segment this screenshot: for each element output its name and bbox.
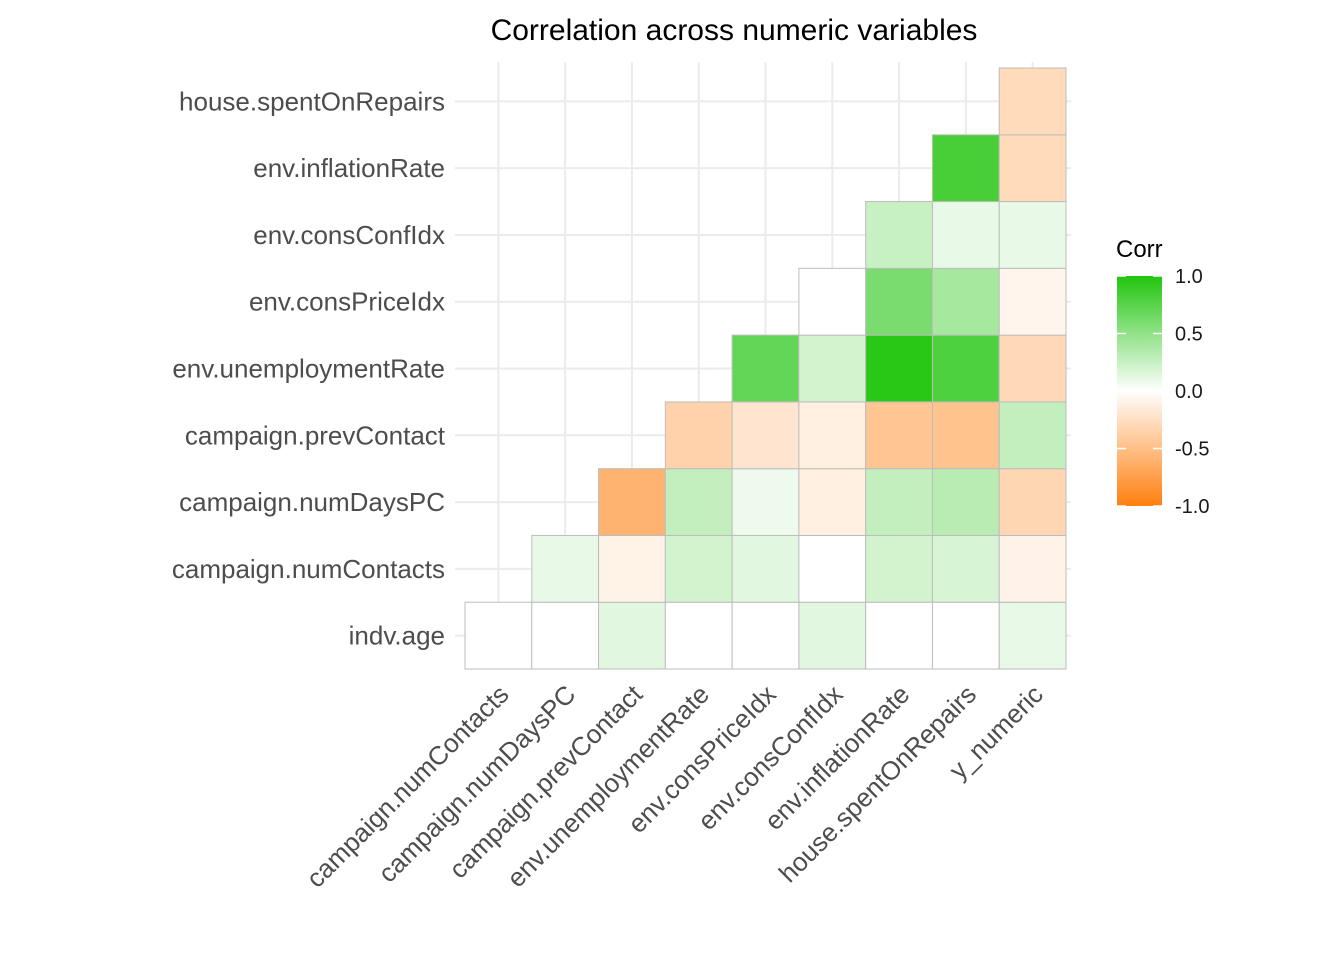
y-axis-labels: indv.age campaign.numContacts campaign.num…: [172, 86, 446, 650]
heatmap-cell: [798, 468, 867, 536]
heatmap-cell: [798, 401, 867, 470]
heatmap-cell: [998, 601, 1067, 670]
y-tick-label: house.spentOnRepairs: [179, 86, 445, 116]
heatmap-cell: [865, 601, 933, 670]
heatmap-cell: [865, 267, 933, 336]
heatmap-cell: [664, 468, 733, 536]
heatmap-cell: [464, 601, 533, 670]
heatmap-cell: [798, 534, 867, 603]
heatmap-cell: [931, 601, 1000, 670]
chart-title: Correlation across numeric variables: [491, 14, 978, 47]
heatmap-cell: [865, 334, 933, 403]
heatmap-cell: [531, 601, 600, 670]
legend-title: Corr: [1116, 236, 1163, 263]
heatmap-cell: [998, 334, 1067, 403]
legend-ticks: 1.0 0.5 0.0 -0.5 -1.0: [1117, 266, 1209, 518]
legend-tick-label: -1.0: [1175, 496, 1209, 518]
heatmap-cell: [998, 401, 1067, 470]
y-tick-label: env.inflationRate: [253, 153, 445, 183]
heatmap-cell: [931, 401, 1000, 470]
heatmap-cell: [998, 267, 1067, 336]
heatmap-cell: [931, 334, 1000, 403]
heatmap-cell: [664, 601, 733, 670]
legend-tick-label: 1.0: [1175, 266, 1203, 288]
heatmap-cell: [931, 134, 1000, 203]
heatmap-cell: [531, 534, 600, 603]
y-tick-label: campaign.numContacts: [172, 554, 445, 584]
y-tick-label: indv.age: [349, 621, 445, 651]
heatmap-cell: [731, 401, 800, 470]
legend-tick-label: 0.0: [1175, 381, 1203, 403]
heatmap-cell: [998, 468, 1067, 536]
heatmap-cell: [598, 601, 666, 670]
heatmap-cell: [931, 201, 1000, 269]
heatmap-cell: [865, 468, 933, 536]
x-axis-labels: campaign.numContactscampaign.numDaysPCca…: [300, 678, 1049, 893]
y-tick-label: env.consConfIdx: [253, 220, 445, 250]
heatmap-cell: [731, 468, 800, 536]
heatmap-cell: [931, 468, 1000, 536]
y-tick-label: env.consPriceIdx: [249, 287, 445, 317]
heatmap-cell: [865, 534, 933, 603]
heatmap-cell: [731, 601, 800, 670]
heatmap-cell: [664, 401, 733, 470]
heatmap-cell: [998, 534, 1067, 603]
heatmap-cell: [931, 534, 1000, 603]
y-tick-label: env.unemploymentRate: [172, 354, 445, 384]
heatmap-cell: [998, 201, 1067, 269]
heatmap-cell: [798, 267, 867, 336]
legend: Corr 1.0 0.5 0.0 -0.5 -1.0: [1116, 236, 1209, 518]
heatmap-cell: [598, 468, 666, 536]
heatmap-cell: [731, 534, 800, 603]
heatmap-cell: [998, 134, 1067, 203]
heatmap-cell: [865, 401, 933, 470]
y-tick-label: campaign.numDaysPC: [179, 487, 445, 517]
heatmap-cell: [664, 534, 733, 603]
heatmap-cell: [931, 267, 1000, 336]
y-tick-label: campaign.prevContact: [185, 420, 446, 450]
legend-tick-label: 0.5: [1175, 324, 1203, 346]
heatmap-cell: [798, 601, 867, 670]
heatmap-cell: [798, 334, 867, 403]
heatmap-cell: [998, 67, 1067, 136]
heatmap-cell: [731, 334, 800, 403]
heatmap-cell: [865, 201, 933, 269]
heatmap-cells: [464, 67, 1067, 670]
heatmap-cell: [598, 534, 666, 603]
legend-tick-label: -0.5: [1175, 439, 1209, 461]
